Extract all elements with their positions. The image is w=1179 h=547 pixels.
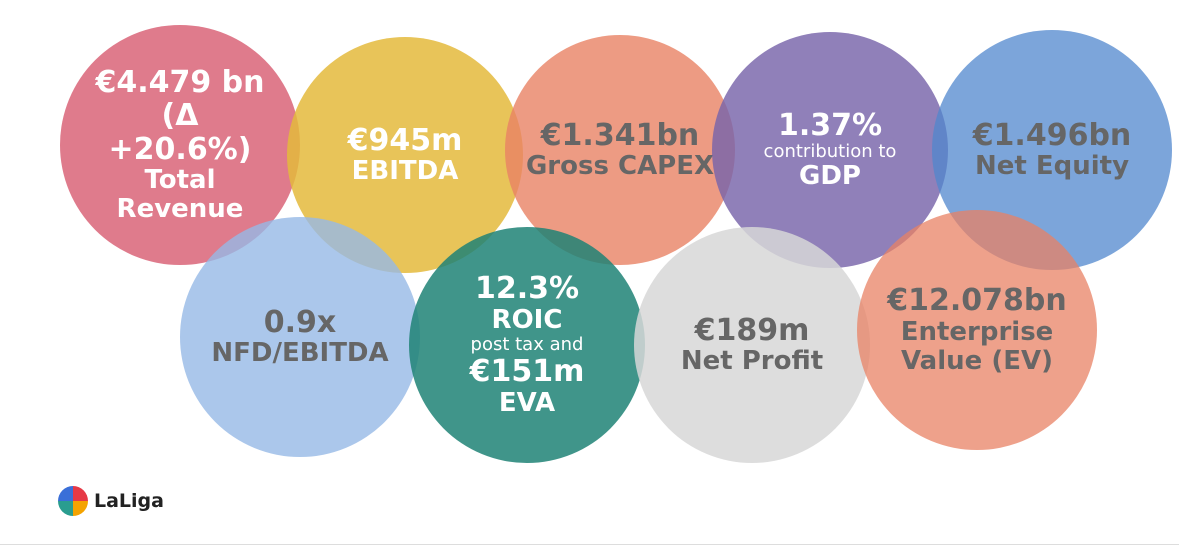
label: Net Profit: [680, 346, 824, 377]
label: Enterprise Value (EV): [900, 316, 1054, 376]
value: €1.496bn: [972, 117, 1132, 153]
bubble-text: €12.078bn Enterprise Value (EV): [867, 284, 1087, 376]
value: €1.341bn: [540, 117, 700, 153]
value: €4.479 bn (Δ +20.6%): [95, 64, 265, 167]
bubble-text: €4.479 bn (Δ +20.6%) Total Revenue: [85, 64, 275, 225]
value: 12.3%: [474, 271, 580, 307]
bubble-text: €189m Net Profit: [652, 314, 852, 377]
label: Net Equity: [974, 151, 1130, 182]
value: €189m: [694, 312, 810, 348]
label: NFD/EBITDA: [211, 338, 389, 369]
value: €12.078bn: [887, 283, 1067, 319]
metric-bubble: 12.3% ROIC post tax and €151m EVA: [409, 227, 645, 463]
note: post tax and: [470, 333, 584, 355]
label: EBITDA: [351, 156, 459, 187]
bubble-text: €945m EBITDA: [305, 124, 505, 187]
logo-text: LaLiga: [94, 490, 164, 512]
label: Gross CAPEX: [525, 151, 715, 182]
label: GDP: [799, 161, 861, 192]
logo-mark: [58, 486, 88, 516]
value-2: €151m: [469, 354, 585, 390]
value: 1.37%: [777, 107, 883, 143]
divider: [0, 544, 1179, 545]
bubble-text: 0.9x NFD/EBITDA: [190, 306, 410, 369]
bubble-text: €1.496bn Net Equity: [952, 119, 1152, 182]
metric-bubble: 0.9x NFD/EBITDA: [180, 217, 420, 457]
metric-bubble: €1.341bn Gross CAPEX: [505, 35, 735, 265]
value: 0.9x: [263, 304, 337, 340]
label: ROIC: [491, 304, 563, 335]
metric-bubble: €12.078bn Enterprise Value (EV): [857, 210, 1097, 450]
metric-bubble: €189m Net Profit: [634, 227, 870, 463]
bubble-text: 12.3% ROIC post tax and €151m EVA: [427, 272, 627, 418]
logo: LaLiga: [58, 486, 164, 516]
bubble-text: €1.341bn Gross CAPEX: [510, 119, 730, 182]
label: Total Revenue: [116, 165, 244, 225]
value: €945m: [347, 122, 463, 158]
note: contribution to: [763, 141, 897, 163]
metric-bubble: €4.479 bn (Δ +20.6%) Total Revenue: [60, 25, 300, 265]
bubble-text: 1.37% contribution to GDP: [730, 107, 930, 192]
label-2: EVA: [498, 387, 556, 418]
